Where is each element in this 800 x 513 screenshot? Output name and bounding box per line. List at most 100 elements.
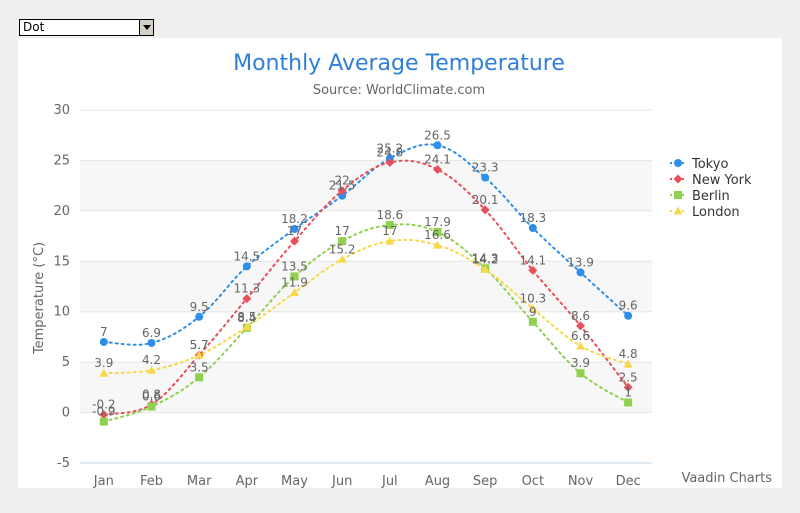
data-point bbox=[528, 265, 538, 275]
data-label: 3.9 bbox=[571, 356, 590, 370]
data-point bbox=[242, 294, 252, 304]
data-label: 21.5 bbox=[329, 179, 356, 193]
x-tick-label: Nov bbox=[568, 474, 594, 488]
legend-label: Berlin bbox=[692, 189, 730, 204]
chart-credits[interactable]: Vaadin Charts bbox=[681, 471, 772, 486]
data-label: -0.9 bbox=[92, 405, 115, 419]
data-label: 17 bbox=[287, 224, 302, 238]
data-label: 26.5 bbox=[424, 128, 451, 142]
data-label: 13.9 bbox=[567, 255, 594, 269]
data-point bbox=[623, 359, 633, 368]
x-tick-label: Sep bbox=[473, 474, 498, 488]
legend-item[interactable]: New York bbox=[670, 173, 752, 188]
data-label: 14.2 bbox=[472, 252, 499, 266]
chevron-down-icon[interactable] bbox=[139, 20, 153, 35]
data-label: 24.1 bbox=[424, 153, 451, 167]
data-point bbox=[337, 254, 347, 263]
data-point bbox=[433, 228, 442, 237]
data-label: 8.4 bbox=[237, 311, 256, 325]
data-point bbox=[147, 338, 156, 347]
chart-type-select[interactable]: Dot bbox=[19, 19, 154, 36]
data-label: 17.9 bbox=[424, 215, 451, 229]
data-point bbox=[242, 262, 251, 271]
data-label: 6.6 bbox=[571, 329, 590, 343]
y-tick-label: 25 bbox=[53, 153, 70, 168]
legend-item[interactable]: London bbox=[670, 205, 740, 220]
data-point bbox=[242, 322, 252, 331]
data-label: 9.6 bbox=[619, 299, 638, 313]
data-point bbox=[99, 368, 109, 377]
x-tick-label: Aug bbox=[425, 474, 450, 488]
data-point bbox=[576, 341, 585, 350]
data-point bbox=[528, 224, 537, 233]
data-label: 14.1 bbox=[519, 253, 546, 267]
x-tick-label: Jul bbox=[381, 474, 398, 488]
data-label: 7 bbox=[100, 325, 108, 339]
data-label: 3.9 bbox=[94, 356, 113, 370]
data-point bbox=[290, 225, 299, 234]
data-point bbox=[195, 373, 204, 382]
data-label: 5.7 bbox=[190, 338, 209, 352]
data-point bbox=[576, 268, 585, 277]
data-label: 25.2 bbox=[376, 141, 403, 155]
data-label: 18.2 bbox=[281, 212, 308, 226]
data-label: 0.8 bbox=[142, 388, 161, 402]
data-point bbox=[338, 237, 347, 246]
data-label: 15.2 bbox=[329, 242, 356, 256]
data-point bbox=[623, 382, 633, 392]
series-line bbox=[102, 238, 630, 375]
data-point bbox=[481, 173, 490, 182]
data-label: 5.7 bbox=[190, 338, 209, 352]
data-label: 18.3 bbox=[519, 211, 546, 225]
data-point bbox=[385, 157, 395, 167]
data-point bbox=[576, 321, 585, 331]
series-line bbox=[102, 223, 630, 423]
data-label: 18.6 bbox=[376, 208, 403, 222]
data-point bbox=[624, 311, 633, 320]
data-label: 16.6 bbox=[424, 228, 451, 242]
y-tick-label: 20 bbox=[53, 204, 70, 219]
data-label: 17 bbox=[335, 224, 350, 238]
x-tick-label: Dec bbox=[616, 474, 641, 488]
data-point bbox=[480, 205, 490, 215]
data-label: 3.5 bbox=[190, 360, 209, 374]
data-point bbox=[290, 272, 299, 281]
data-point bbox=[673, 174, 683, 184]
x-tick-label: Feb bbox=[140, 474, 163, 488]
x-tick-label: Jan bbox=[93, 474, 114, 488]
chart-type-select-value: Dot bbox=[23, 20, 45, 34]
data-label: 17 bbox=[382, 224, 397, 238]
legend-item[interactable]: Berlin bbox=[670, 189, 730, 204]
data-point bbox=[99, 337, 108, 346]
data-point bbox=[673, 206, 683, 215]
data-label: 23.3 bbox=[472, 161, 499, 175]
temperature-chart: Monthly Average Temperature Source: Worl… bbox=[32, 51, 772, 489]
plot-band bbox=[80, 160, 652, 211]
data-label: 9 bbox=[529, 305, 537, 319]
y-axis-title: Temperature (°C) bbox=[32, 242, 47, 355]
data-point bbox=[195, 312, 204, 321]
data-label: 0.6 bbox=[142, 390, 161, 404]
chart-title: Monthly Average Temperature bbox=[233, 51, 565, 76]
data-point bbox=[433, 141, 442, 150]
data-label: 20.1 bbox=[472, 193, 499, 207]
data-label: 6.9 bbox=[142, 326, 161, 340]
chart-container: Monthly Average Temperature Source: Worl… bbox=[18, 38, 782, 489]
data-point bbox=[674, 159, 682, 167]
legend-item[interactable]: Tokyo bbox=[670, 157, 728, 172]
x-tick-label: Jun bbox=[331, 474, 352, 488]
data-point bbox=[290, 288, 299, 297]
data-point bbox=[290, 236, 299, 246]
data-point bbox=[385, 236, 395, 245]
data-label: -0.2 bbox=[92, 398, 115, 412]
data-label: 4.2 bbox=[142, 353, 161, 367]
x-tick-label: May bbox=[281, 474, 308, 488]
data-point bbox=[433, 240, 442, 249]
data-label: 24.8 bbox=[376, 145, 403, 159]
data-point bbox=[433, 165, 442, 175]
y-tick-label: -5 bbox=[57, 456, 70, 471]
data-label: 8.6 bbox=[571, 309, 590, 323]
data-point bbox=[338, 191, 347, 200]
data-label: 22 bbox=[335, 174, 350, 188]
legend-label: London bbox=[692, 205, 740, 220]
